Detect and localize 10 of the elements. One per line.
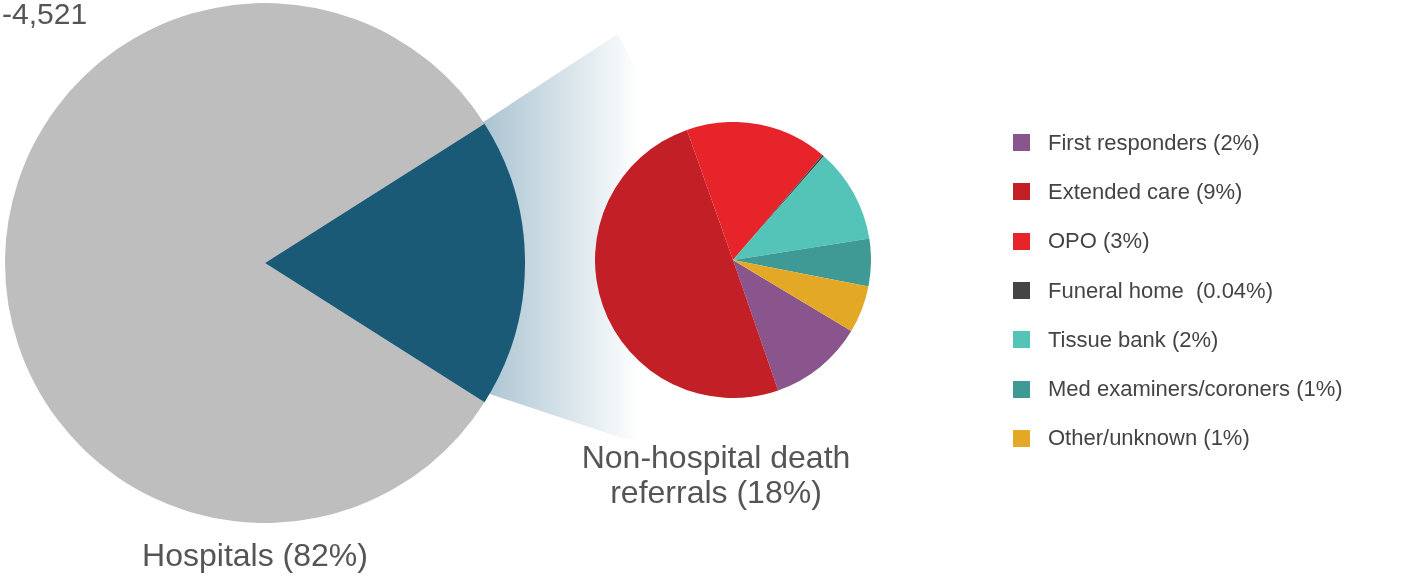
slice-label: Non-hospital death referrals (18%) xyxy=(580,439,852,510)
legend-label: Extended care (9%) xyxy=(1048,178,1243,205)
slice-label: Hospitals (82%) xyxy=(141,537,369,573)
legend-label: First responders (2%) xyxy=(1048,129,1260,156)
legend-label: Other/unknown (1%) xyxy=(1048,425,1250,452)
legend-label: OPO (3%) xyxy=(1048,228,1150,255)
legend-label: Funeral home (0.04%) xyxy=(1048,277,1273,304)
legend-label: Med examiners/coroners (1%) xyxy=(1048,376,1343,403)
text: -4,521 xyxy=(2,0,88,31)
legend-label: Tissue bank (2%) xyxy=(1048,326,1219,353)
